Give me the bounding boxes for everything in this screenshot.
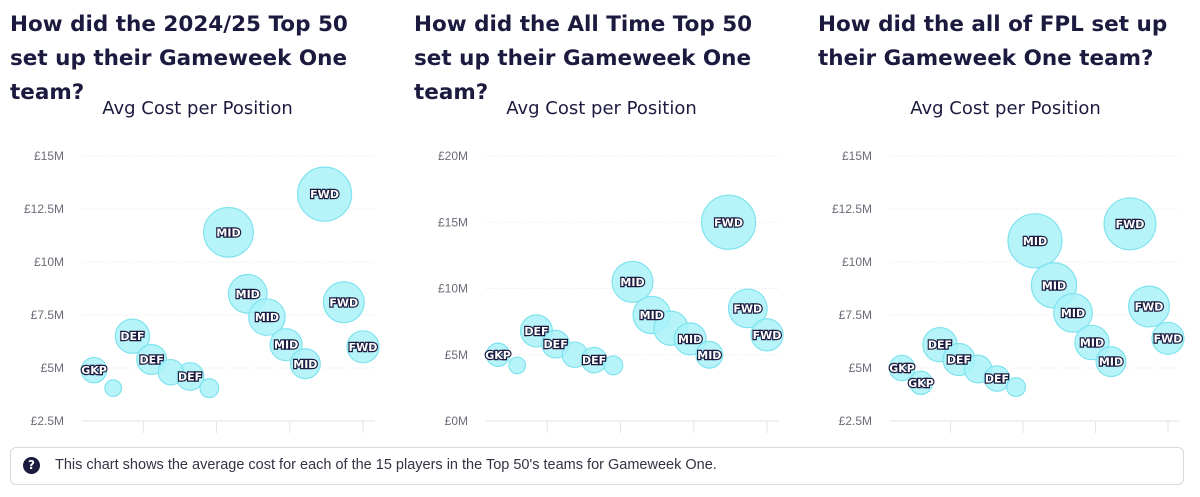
bubble-label: FWD <box>1116 218 1145 231</box>
bubble <box>908 370 934 396</box>
bubble-label: FWD <box>1154 332 1183 345</box>
bubble-label: GKP <box>81 364 107 377</box>
bubble-label: MID <box>640 309 664 322</box>
bubble-label: GKP <box>908 377 934 390</box>
bubble <box>104 379 123 398</box>
y-tick-label: £10M <box>34 255 64 269</box>
bubble <box>346 330 380 364</box>
y-tick-label: £5M <box>445 348 468 362</box>
bubble-label: DEF <box>928 339 952 352</box>
bubble <box>1103 197 1157 251</box>
chart-subtitle: Avg Cost per Position <box>506 98 697 119</box>
y-tick-label: £5M <box>41 361 64 375</box>
bubble <box>1151 321 1185 355</box>
bubble <box>80 356 108 384</box>
bubble <box>296 166 353 222</box>
bubble <box>157 358 185 386</box>
bubble <box>1006 377 1027 398</box>
bubble-label: DEF <box>178 370 202 383</box>
bubble-label: DEF <box>582 354 606 367</box>
bubble <box>1095 346 1127 378</box>
footer-text: This chart shows the average cost for ea… <box>55 457 717 473</box>
bubble-label: FWD <box>329 296 358 309</box>
bubble-label: MID <box>1023 235 1047 248</box>
bubble-label: FWD <box>714 216 743 229</box>
bubble <box>750 318 784 352</box>
bubble <box>695 340 724 369</box>
bubble <box>203 206 254 258</box>
bubble-label: GKP <box>889 362 915 375</box>
bubble-label: MID <box>1061 307 1085 320</box>
bubble <box>508 356 527 375</box>
y-tick-label: £2.5M <box>839 414 872 428</box>
bubble-chart: £15M £12.5M £10M £7.5M £5M £2.5M GKP DEF DEF DEF M… <box>24 149 380 433</box>
y-tick-label: £5M <box>849 361 872 375</box>
question-circle-icon: ? <box>23 457 40 474</box>
bubble-label: MID <box>1080 337 1104 350</box>
bubble-label: FWD <box>753 329 782 342</box>
bubble <box>1007 213 1063 269</box>
panel-title: How did the 2024/25 Top 50 set up their … <box>10 12 348 105</box>
panel-title: How did the all of FPL set up their Game… <box>818 12 1168 71</box>
bubble-label: DEF <box>544 338 568 351</box>
bubble <box>611 260 654 303</box>
bubble <box>1128 285 1171 328</box>
bubble-label: MID <box>697 349 721 362</box>
bubble <box>727 288 768 329</box>
chart-panel-all-fpl: How did the all of FPL set up their Game… <box>808 0 1200 445</box>
bubble <box>199 378 220 399</box>
chart-panel-top50-2024: How did the 2024/25 Top 50 set up their … <box>0 0 395 445</box>
bubble <box>485 342 511 367</box>
bubble <box>248 298 286 336</box>
y-tick-label: £7.5M <box>31 308 64 322</box>
y-tick-label: £0M <box>445 414 468 428</box>
bubble-label: DEF <box>985 373 1009 386</box>
y-tick-label: £15M <box>438 215 468 229</box>
chart-subtitle: Avg Cost per Position <box>910 98 1101 119</box>
info-footer: ? This chart shows the average cost for … <box>10 447 1184 485</box>
bubble-label: MID <box>293 358 317 371</box>
bubble-chart: £15M £12.5M £10M £7.5M £5M £2.5M GKP GKP DEF DEF D… <box>832 149 1185 433</box>
chart-panel-all-time-top50: How did the All Time Top 50 set up their… <box>404 0 799 445</box>
bubble-label: MID <box>1042 279 1066 292</box>
bubble-label: MID <box>1099 356 1123 369</box>
chart-subtitle: Avg Cost per Position <box>102 98 293 119</box>
bubble <box>289 348 321 380</box>
bubble <box>888 354 916 382</box>
bubble-label: MID <box>255 311 279 324</box>
bubble <box>1053 292 1093 333</box>
bubble-label: FWD <box>310 188 339 201</box>
bubble-label: MID <box>274 339 298 352</box>
y-tick-label: £12.5M <box>832 202 872 216</box>
panel-title: How did the All Time Top 50 set up their… <box>414 12 753 105</box>
y-tick-label: £10M <box>438 282 468 296</box>
bubble-label: DEF <box>947 354 971 367</box>
y-tick-label: £12.5M <box>24 202 64 216</box>
bubble-label: DEF <box>120 330 144 343</box>
y-tick-label: £20M <box>438 149 468 163</box>
bubble-label: MID <box>620 276 644 289</box>
bubble-label: MID <box>236 288 260 301</box>
y-tick-label: £2.5M <box>31 414 64 428</box>
bubble <box>322 281 365 324</box>
bubble-label: GKP <box>485 349 511 362</box>
bubble-label: MID <box>678 333 702 346</box>
bubble-label: MID <box>216 226 240 239</box>
bubble <box>603 355 624 376</box>
bubble <box>269 328 303 362</box>
bubble <box>983 365 1011 392</box>
bubble-label: FWD <box>733 302 762 315</box>
bubble <box>700 194 757 250</box>
bubble-label: FWD <box>1135 301 1164 314</box>
bubble-label: DEF <box>140 354 164 367</box>
bubble-label: FWD <box>349 341 378 354</box>
y-tick-label: £15M <box>842 149 872 163</box>
bubble-label: DEF <box>524 325 548 338</box>
y-tick-label: £7.5M <box>839 308 872 322</box>
bubble <box>114 318 151 354</box>
y-tick-label: £15M <box>34 149 64 163</box>
y-tick-label: £10M <box>842 255 872 269</box>
bubble-chart: £20M£15M£10M£5M£0MGKPDEFDEFDEFMIDMIDMIDM… <box>438 149 784 433</box>
